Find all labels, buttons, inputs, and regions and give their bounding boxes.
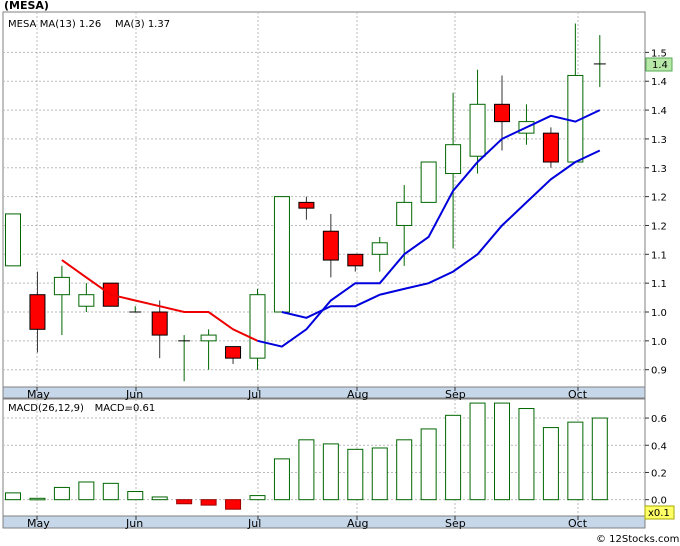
last-price-label: 1.4 <box>652 60 668 71</box>
price-panel-frame <box>2 11 646 388</box>
candle-body <box>273 196 290 313</box>
price-legend-item: MA(3) 1.37 <box>115 19 170 30</box>
macd-bar <box>29 497 46 501</box>
macd-bar <box>396 439 413 501</box>
price-ytick-label: 1.2 <box>651 193 667 204</box>
macd-month-label: Sep <box>445 517 466 530</box>
macd-bar <box>371 447 388 501</box>
candle-body <box>494 103 510 123</box>
macd-bar <box>176 499 193 505</box>
price-ytick-label: 1.4 <box>651 77 667 88</box>
candle-body <box>469 103 486 157</box>
macd-bar <box>298 439 315 501</box>
macd-bar <box>469 402 486 501</box>
macd-bar <box>518 408 535 501</box>
candle-body <box>371 242 388 255</box>
macd-bar <box>273 458 290 501</box>
candle-body <box>53 276 70 296</box>
price-ytick-label: 1.3 <box>651 135 667 146</box>
macd-month-label: Jul <box>247 517 261 530</box>
macd-month-label: Aug <box>347 517 368 530</box>
macd-ytick-label: 0.6 <box>651 414 667 425</box>
price-ytick-label: 1.4 <box>651 106 667 117</box>
month-label: May <box>27 388 50 401</box>
candle-body <box>322 230 339 261</box>
candle-body <box>347 253 364 267</box>
macd-bar <box>102 482 119 501</box>
candle-body <box>298 201 315 209</box>
macd-scale-label: x0.1 <box>648 508 670 519</box>
candle-body <box>78 294 95 307</box>
macd-bar <box>567 421 584 501</box>
ma3-line-blue <box>257 109 601 348</box>
price-ytick-label: 1.3 <box>651 164 667 175</box>
ma13-line <box>281 149 601 319</box>
macd-scale-badge <box>644 505 675 520</box>
candle-body <box>542 132 559 163</box>
macd-ytick-label: 0.2 <box>651 468 667 479</box>
candle-body <box>225 346 242 359</box>
month-label: Jun <box>125 388 143 401</box>
macd-bar <box>225 499 242 510</box>
macd-bar <box>249 495 266 501</box>
price-legend-item: MESA <box>8 19 36 30</box>
macd-bar <box>322 443 339 501</box>
ma3-line-red <box>61 259 258 342</box>
macd-bar <box>53 486 70 501</box>
price-legend-item: MA(13) 1.26 <box>40 19 101 30</box>
macd-month-label: Oct <box>568 517 588 530</box>
candle-body <box>249 294 266 359</box>
price-ytick-label: 1.2 <box>651 221 667 232</box>
month-label: Sep <box>445 388 466 401</box>
candle-body <box>396 201 413 226</box>
last-price-badge <box>645 57 673 72</box>
macd-legend-item: MACD=0.61 <box>95 403 156 414</box>
macd-ytick-label: 0.4 <box>651 441 667 452</box>
price-ytick-label: 1.0 <box>651 337 667 348</box>
price-ytick-label: 1.1 <box>651 250 667 261</box>
watermark: © 12Stocks.com <box>596 534 679 545</box>
macd-bar <box>200 499 217 506</box>
candle-body <box>151 311 168 336</box>
macd-bar <box>542 427 559 501</box>
macd-bar <box>5 492 21 501</box>
macd-bar <box>151 496 168 501</box>
macd-bar <box>494 402 510 501</box>
macd-bar <box>420 428 437 501</box>
candle-body <box>420 161 437 203</box>
price-xaxis-bar <box>2 386 646 399</box>
macd-bar <box>78 481 95 501</box>
macd-legend-item: MACD(26,12,9) <box>8 403 84 414</box>
candle-body <box>200 334 217 342</box>
price-ytick-label: 1.1 <box>651 279 667 290</box>
month-label: Jul <box>247 388 261 401</box>
macd-month-label: Jun <box>125 517 143 530</box>
price-ytick-label: 1.5 <box>651 48 667 59</box>
macd-bar <box>591 417 608 501</box>
macd-xaxis-bar <box>2 515 646 529</box>
macd-month-label: May <box>27 517 50 530</box>
macd-ytick-label: 0.0 <box>651 496 667 507</box>
chart-title: (MESA) <box>4 0 49 12</box>
macd-bar <box>347 448 364 501</box>
month-label: Aug <box>347 388 368 401</box>
candle-body <box>445 144 462 175</box>
candle-body <box>29 294 46 330</box>
macd-bar <box>445 414 462 501</box>
candle-body <box>5 213 21 267</box>
price-ytick-label: 0.9 <box>651 366 667 377</box>
price-ytick-label: 1.0 <box>651 308 667 319</box>
macd-bar <box>127 491 144 501</box>
month-label: Oct <box>568 388 588 401</box>
